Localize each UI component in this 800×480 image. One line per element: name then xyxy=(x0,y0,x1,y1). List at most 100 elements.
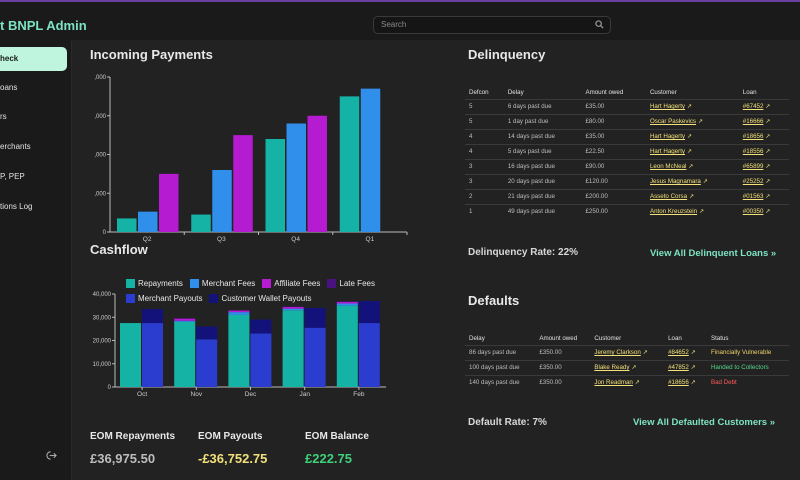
bar-Feb-merchant-payouts xyxy=(358,323,380,387)
customer-link[interactable]: Hart Hagerty xyxy=(649,148,686,155)
y-tick-label: 20,000 xyxy=(93,339,112,345)
eom-payouts-label: EOM Payouts xyxy=(198,431,263,442)
legend-label: Late Fees xyxy=(339,279,375,288)
view-all-delinquent-button[interactable]: View All Delinquent Loans » xyxy=(650,248,777,259)
loan-link[interactable]: #00350 xyxy=(742,208,764,216)
customer-link[interactable]: Jesus Magnamara xyxy=(649,178,701,185)
incoming-payments-chart: 0 ,000 ,000 ,000 ,000 Q2 Q3 Q4 Q1 xyxy=(94,75,408,243)
legend-swatch xyxy=(262,279,272,288)
external-link-icon[interactable]: ↗ xyxy=(765,194,771,200)
customer-link[interactable]: Jon Readman xyxy=(594,379,633,387)
bar-Nov-merchant-payouts xyxy=(196,339,218,387)
loan-cell: #65899 ↗ xyxy=(738,158,789,174)
external-link-icon[interactable]: ↗ xyxy=(765,149,771,155)
customer-link[interactable]: Anton Kreuzstein xyxy=(649,208,698,216)
bar-Nov-affiliate-fees xyxy=(174,318,196,321)
customer-link[interactable]: Blake Ready xyxy=(594,364,630,371)
table-cell: 86 days past due xyxy=(465,344,536,360)
search-input[interactable]: Search xyxy=(373,16,611,34)
table-cell: 6 days past due xyxy=(503,98,582,114)
loan-link[interactable]: #84652 xyxy=(668,349,689,356)
customer-link[interactable]: Jeremy Clarkson xyxy=(594,349,641,356)
external-link-icon[interactable]: ↗ xyxy=(690,365,696,371)
sidebar-item-merchants[interactable]: erchants xyxy=(0,142,31,151)
external-link-icon[interactable]: ↗ xyxy=(688,164,694,170)
table-row: 140 days past due £350.00 Jon Readman ↗ #186… xyxy=(465,374,789,390)
sidebar-item-users[interactable]: rs xyxy=(0,112,7,121)
loan-link[interactable]: #16666 xyxy=(742,118,764,125)
defaults-title: Defaults xyxy=(468,293,520,308)
sidebar-item-loans[interactable]: oans xyxy=(0,83,18,92)
loan-link[interactable]: #47852 xyxy=(668,364,689,371)
bar-Jan-merchant-fees xyxy=(282,308,304,311)
table-row: 1 49 days past due £250.00 Anton Kreuzstein… xyxy=(465,203,789,219)
legend-item[interactable]: Late Fees xyxy=(327,276,375,291)
search-icon[interactable] xyxy=(595,20,604,31)
legend-item[interactable]: Merchant Payouts xyxy=(126,291,202,306)
table-cell: £350.00 xyxy=(535,359,591,375)
external-link-icon[interactable]: ↗ xyxy=(690,350,696,356)
customer-cell: Hart Hagerty ↗ xyxy=(645,128,739,144)
bar-Jan-repayments xyxy=(282,310,304,387)
external-link-icon[interactable]: ↗ xyxy=(631,365,637,371)
external-link-icon[interactable]: ↗ xyxy=(689,194,695,200)
incoming-payments-title: Incoming Payments xyxy=(90,47,213,62)
external-link-icon[interactable]: ↗ xyxy=(702,179,708,185)
external-link-icon[interactable]: ↗ xyxy=(765,179,771,185)
bar-Dec-customer-wallet-payouts xyxy=(250,319,272,334)
y-tick-label: ,000 xyxy=(94,114,106,120)
customer-link[interactable]: Hart Hagerty xyxy=(649,133,686,140)
table-cell: 100 days past due xyxy=(465,359,536,375)
table-row: 3 16 days past due £90.00 Leon McNeal ↗ #6589… xyxy=(465,158,789,174)
customer-cell: Hart Hagerty ↗ xyxy=(645,143,739,159)
x-tick-label: Q2 xyxy=(143,236,152,243)
table-cell: 4 xyxy=(465,143,504,159)
view-all-defaulted-button[interactable]: View All Defaulted Customers » xyxy=(633,417,776,428)
customer-link[interactable]: Asseto Corsa xyxy=(649,193,688,200)
external-link-icon[interactable]: ↗ xyxy=(698,119,704,125)
customer-link[interactable]: Hart Hagerty xyxy=(649,103,686,110)
customer-cell: Hart Hagerty ↗ xyxy=(645,98,739,114)
top-bar: t BNPL Admin Search xyxy=(0,0,800,40)
status-cell: Handed to Collectors xyxy=(706,359,789,375)
external-link-icon[interactable]: ↗ xyxy=(687,134,693,140)
external-link-icon[interactable]: ↗ xyxy=(765,164,771,170)
external-link-icon[interactable]: ↗ xyxy=(765,134,771,140)
customer-link[interactable]: Oscar Paskevics xyxy=(649,118,697,125)
external-link-icon[interactable]: ↗ xyxy=(687,104,693,110)
loan-link[interactable]: #65899 xyxy=(742,163,764,170)
table-cell: 1 xyxy=(465,203,504,219)
sidebar-item-pep[interactable]: P, PEP xyxy=(0,172,25,181)
legend-item[interactable]: Repayments xyxy=(126,276,183,291)
external-link-icon[interactable]: ↗ xyxy=(642,350,648,356)
eom-repayments-value: £36,975.50 xyxy=(90,451,156,466)
cashflow-legend: Repayments Merchant Fees Affiliate Fees Lat… xyxy=(126,276,426,306)
table-cell: £200.00 xyxy=(581,188,646,204)
external-link-icon[interactable]: ↗ xyxy=(765,119,771,125)
logout-icon[interactable] xyxy=(46,450,57,464)
sidebar-item-check[interactable]: heck xyxy=(0,47,67,71)
loan-link[interactable]: #67452 xyxy=(742,103,764,110)
loan-link[interactable]: #01563 xyxy=(742,193,764,200)
legend-swatch xyxy=(126,294,135,303)
external-link-icon[interactable]: ↗ xyxy=(765,104,771,110)
legend-item[interactable]: Merchant Fees xyxy=(189,276,255,291)
external-link-icon[interactable]: ↗ xyxy=(634,380,640,387)
loan-link[interactable]: #18656 xyxy=(668,379,689,387)
loan-link[interactable]: #18656 xyxy=(742,133,764,140)
external-link-icon[interactable]: ↗ xyxy=(690,380,696,387)
eom-balance-value: £222.75 xyxy=(305,451,352,466)
sidebar-item-actions-log[interactable]: tions Log xyxy=(0,202,33,211)
legend-item[interactable]: Customer Wallet Payouts xyxy=(209,291,311,306)
cashflow-title: Cashflow xyxy=(90,242,148,257)
external-link-icon[interactable]: ↗ xyxy=(765,209,771,216)
loan-link[interactable]: #18556 xyxy=(742,148,764,155)
legend-item[interactable]: Affiliate Fees xyxy=(262,276,320,291)
table-cell: 21 days past due xyxy=(503,188,582,204)
external-link-icon[interactable]: ↗ xyxy=(687,149,693,155)
column-header: Loan xyxy=(668,335,682,343)
loan-link[interactable]: #25252 xyxy=(742,178,764,185)
legend-swatch xyxy=(209,294,219,303)
external-link-icon[interactable]: ↗ xyxy=(699,209,705,216)
customer-link[interactable]: Leon McNeal xyxy=(649,163,687,170)
